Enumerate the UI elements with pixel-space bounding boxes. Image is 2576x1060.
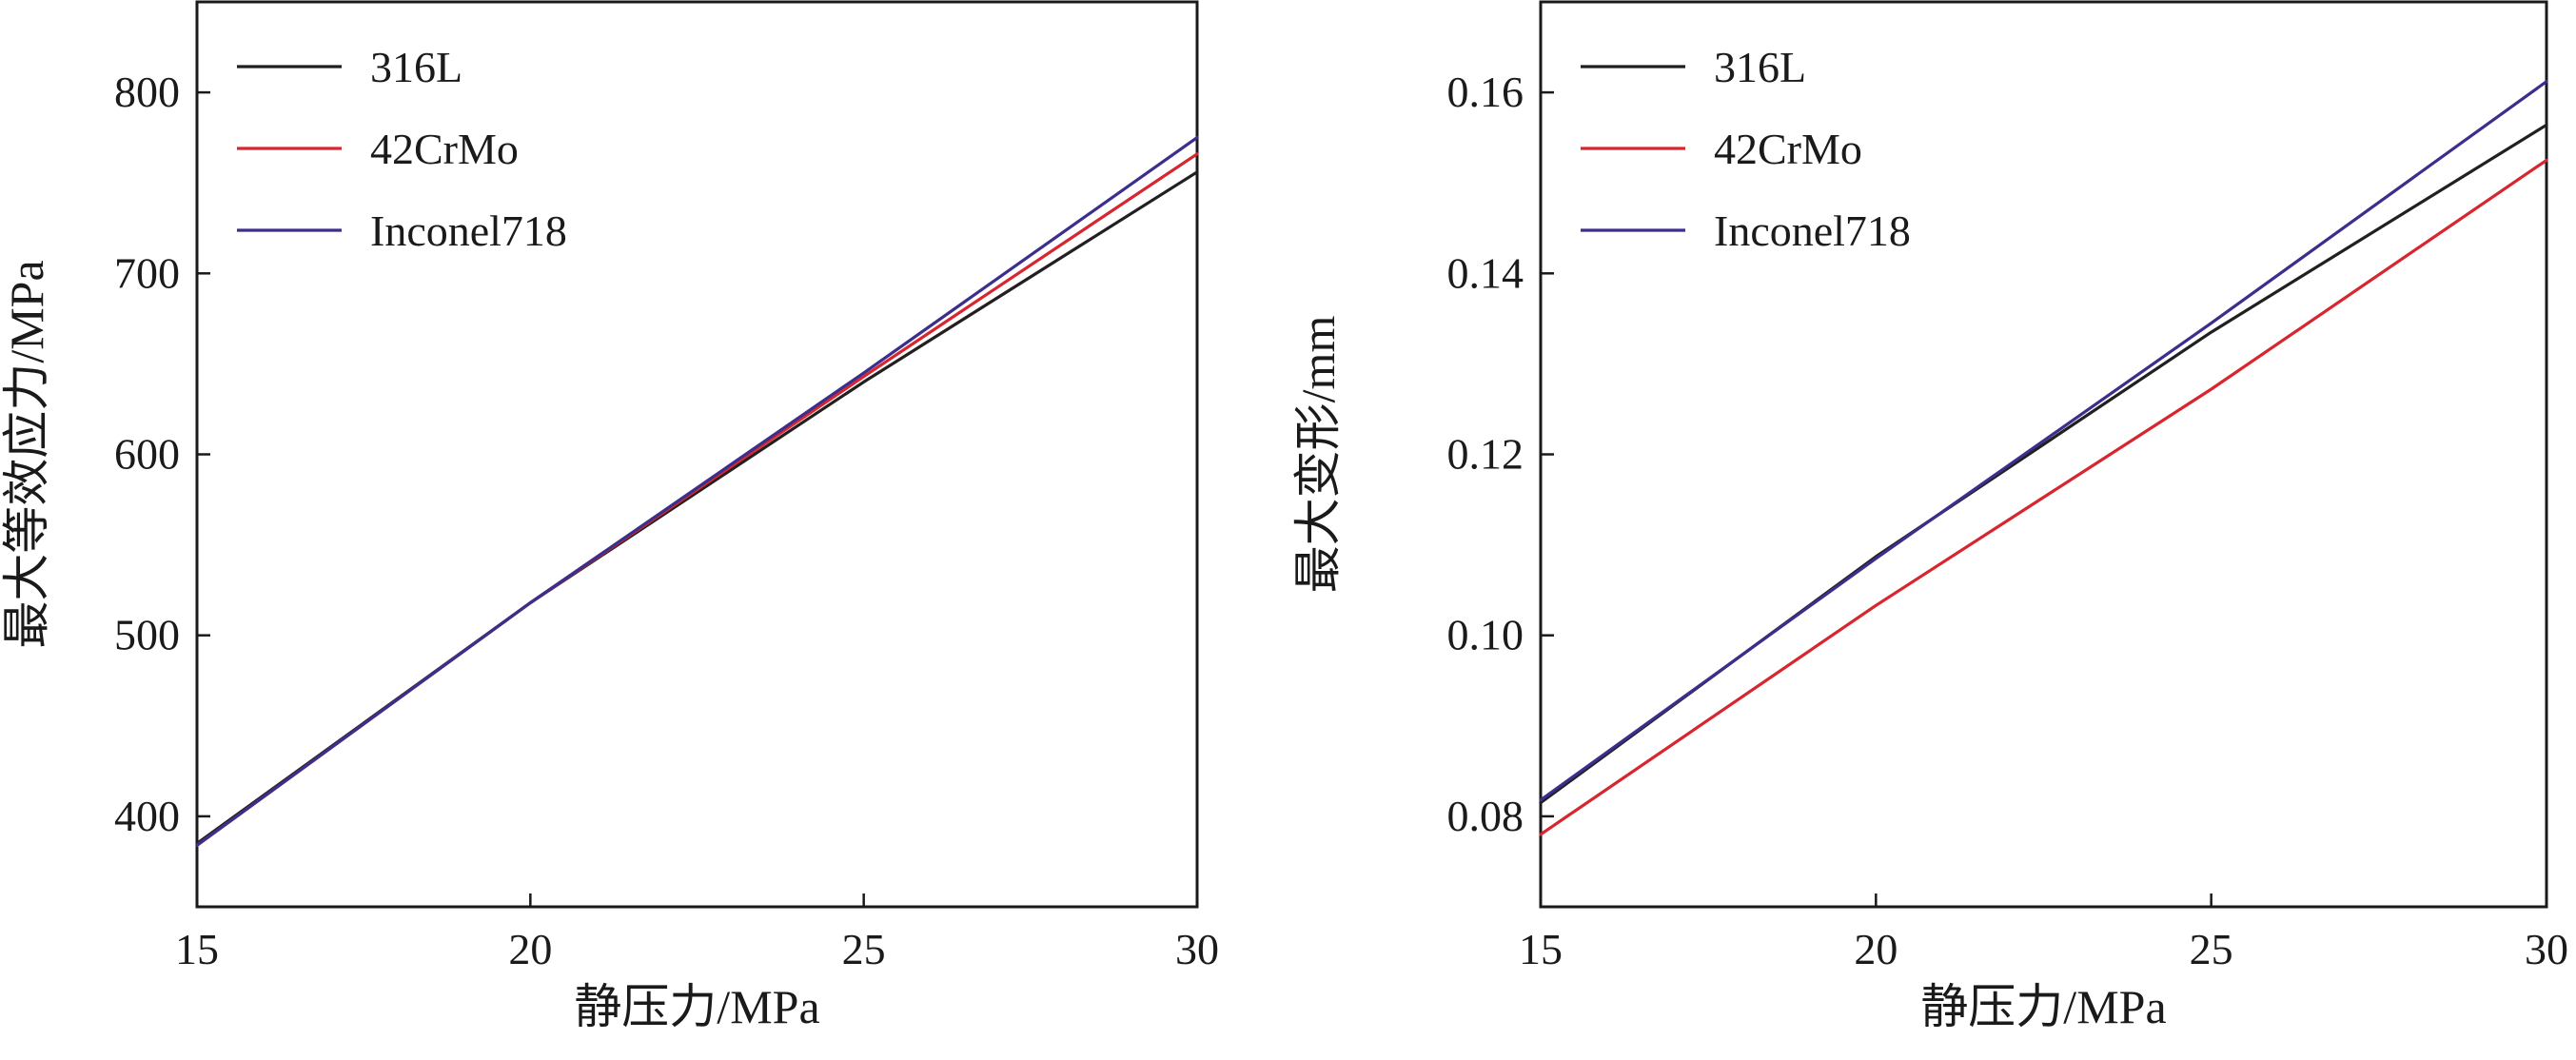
y-tick-label: 0.10 <box>1447 611 1524 659</box>
x-tick-label: 15 <box>1519 925 1563 973</box>
legend-label: 42CrMo <box>370 125 519 173</box>
x-tick-label: 30 <box>2525 925 2568 973</box>
chart-max-stress: 15 20 25 30 400 500 600 700 800 316L 42CrMo Inconel… <box>0 0 1219 1033</box>
x-tick-label: 15 <box>175 925 219 973</box>
y-axis-title: 最大等效应力/MPa <box>0 260 53 648</box>
x-tick-label: 20 <box>508 925 552 973</box>
x-tick-label: 20 <box>1854 925 1898 973</box>
y-axis-title: 最大变形/mm <box>1291 316 1345 594</box>
legend-label: 316L <box>1714 43 1806 91</box>
y-tick-label: 800 <box>114 68 180 116</box>
plot-frame <box>195 0 1199 909</box>
series-line-42crmo <box>195 152 1199 847</box>
y-tick-label: 600 <box>114 430 180 479</box>
legend-label: Inconel718 <box>1714 206 1911 255</box>
legend-label: 42CrMo <box>1714 125 1862 173</box>
chart-max-deformation: 15 20 25 30 0.08 0.10 0.12 0.14 0.16 316L 42CrMo In… <box>1291 0 2568 1033</box>
legend-label: Inconel718 <box>370 206 567 255</box>
series-line-316l <box>195 170 1199 846</box>
x-axis-title: 静压力/MPa <box>574 980 819 1033</box>
series-line-316l <box>1539 123 2548 805</box>
x-tick-label: 25 <box>842 925 886 973</box>
legend-label: 316L <box>370 43 462 91</box>
series-line-inconel718 <box>195 136 1199 847</box>
x-tick-label: 30 <box>1175 925 1219 973</box>
y-tick-label: 0.14 <box>1447 248 1524 297</box>
y-tick-label: 0.12 <box>1447 430 1524 479</box>
series-line-42crmo <box>1539 158 2548 836</box>
plot-frame <box>1539 0 2548 909</box>
x-tick-label: 25 <box>2190 925 2233 973</box>
x-axis-title: 静压力/MPa <box>1920 980 2166 1033</box>
series-line-inconel718 <box>1539 80 2548 802</box>
y-tick-label: 0.08 <box>1447 792 1524 840</box>
y-tick-label: 700 <box>114 248 180 297</box>
y-tick-label: 400 <box>114 792 180 840</box>
y-tick-label: 0.16 <box>1447 68 1524 116</box>
y-tick-label: 500 <box>114 611 180 659</box>
